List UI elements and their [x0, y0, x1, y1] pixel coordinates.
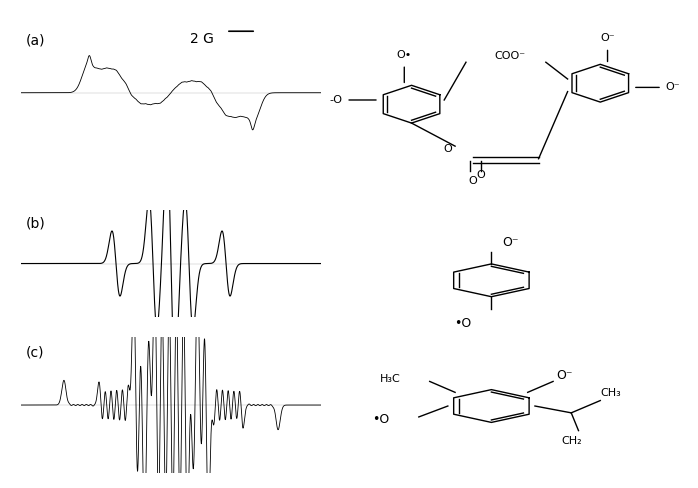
- Text: O⁻: O⁻: [503, 236, 519, 249]
- Text: COO⁻: COO⁻: [494, 51, 525, 61]
- Text: O⁻: O⁻: [666, 82, 681, 92]
- Text: 2 G: 2 G: [191, 32, 214, 46]
- Text: (a): (a): [26, 34, 45, 47]
- Text: O: O: [476, 170, 485, 180]
- Text: (c): (c): [26, 346, 45, 360]
- Text: -O: -O: [329, 95, 343, 105]
- Text: O: O: [469, 176, 477, 186]
- Text: (b): (b): [26, 217, 45, 231]
- Text: •O: •O: [373, 413, 389, 426]
- Text: CH₃: CH₃: [600, 388, 621, 398]
- Text: CH₂: CH₂: [561, 436, 581, 446]
- Text: O: O: [443, 144, 452, 154]
- Text: H₃C: H₃C: [380, 374, 401, 384]
- Text: O•: O•: [396, 50, 412, 60]
- Text: O⁻: O⁻: [600, 33, 615, 43]
- Text: O⁻: O⁻: [557, 369, 573, 383]
- Text: •O: •O: [454, 317, 471, 330]
